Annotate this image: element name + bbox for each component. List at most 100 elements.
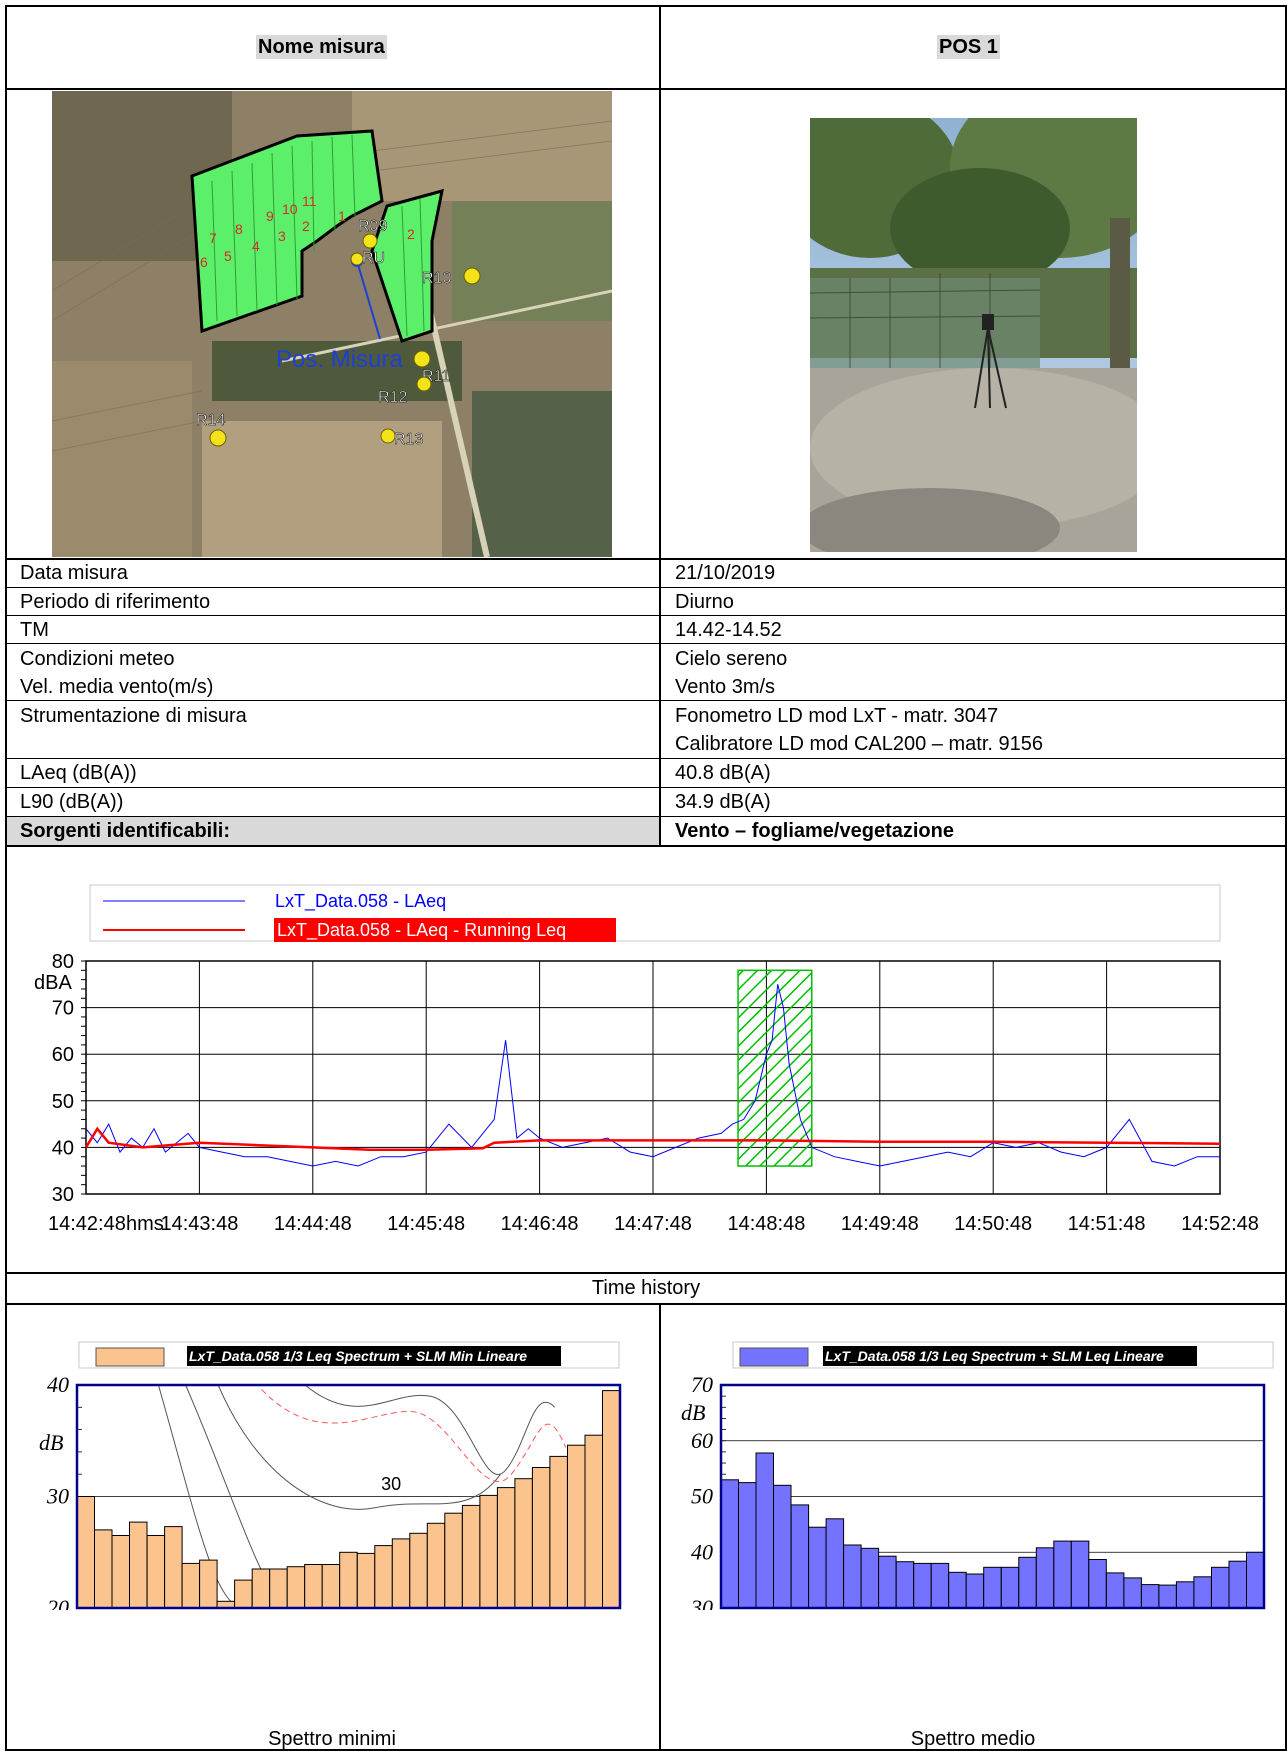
spectrum-bar [1228, 1560, 1247, 1609]
spectrum-bar [409, 1532, 428, 1609]
spectrum-bar [843, 1544, 862, 1609]
spectrum-bar [1000, 1566, 1020, 1609]
spectrum-bar [773, 1484, 792, 1609]
contour-line [304, 1384, 556, 1475]
row-value: Calibratore LD mod CAL200 – matr. 9156 [675, 733, 1043, 755]
row-label: Sorgenti identificabili: [20, 820, 231, 842]
spectrum-bar [129, 1521, 148, 1609]
pos-label: Pos. Misura [276, 346, 403, 373]
x-tick-label: 14:45:48 [387, 1213, 465, 1235]
y-tick-label: 40 [691, 1539, 713, 1564]
spectrum-bar [391, 1538, 411, 1609]
spectrum-bar [860, 1547, 880, 1609]
spectrum-bar [1193, 1576, 1212, 1609]
spectrum-bar [304, 1564, 323, 1609]
field-number: 10 [282, 201, 298, 217]
y-tick-label: 20 [47, 1595, 69, 1610]
spectrum-bar [790, 1504, 810, 1609]
row-label: Condizioni meteo [20, 648, 175, 670]
spectrum-bar [374, 1545, 393, 1609]
contour-line [261, 1389, 567, 1483]
y-tick-label: 60 [52, 1044, 74, 1066]
spectrum-bar [1175, 1581, 1195, 1609]
header-pos: POS 1 [937, 35, 1000, 59]
caption-time-history: Time history [591, 1277, 701, 1299]
spectrum-bar [1105, 1572, 1125, 1609]
spectrum-bar [286, 1566, 306, 1609]
field-number: 2 [302, 218, 310, 234]
spectrum-bar [1018, 1556, 1037, 1609]
header-nome-misura: Nome misura [256, 35, 387, 59]
plot-frame [719, 1383, 1266, 1610]
x-tick-label: 14:46:48 [501, 1213, 579, 1235]
divider [5, 558, 1287, 560]
field-number: 3 [278, 228, 286, 244]
pin-icon [209, 429, 227, 447]
row-label: Strumentazione di misura [20, 705, 247, 727]
x-tick-label: hms [126, 1213, 164, 1235]
pin-label: R13 [394, 431, 423, 448]
spettro-medio-chart: LxT_Data.058 1/3 Leq Spectrum + SLM Leq … [681, 1341, 1274, 1610]
spectrum-bar [496, 1487, 516, 1609]
pin-label: R14 [196, 412, 225, 429]
spectrum-bar [181, 1562, 201, 1609]
divider [5, 700, 1287, 701]
row-value: Fonometro LD mod LxT - matr. 3047 [675, 705, 999, 727]
spectrum-bar [531, 1467, 551, 1609]
spectrum-bar [755, 1452, 774, 1609]
caption-spettro-minimi: Spettro minimi [268, 1728, 396, 1750]
legend-running: LxT_Data.058 - LAeq - Running Leq [277, 920, 566, 941]
row-value: Vento 3m/s [675, 676, 776, 698]
field-number: 11 [302, 193, 317, 209]
x-tick-label: 14:51:48 [1068, 1213, 1146, 1235]
pin-label: R12 [378, 389, 407, 406]
y-tick-label: 30 [46, 1484, 69, 1509]
divider [5, 88, 1287, 90]
legend-laeq: LxT_Data.058 - LAeq [275, 891, 446, 912]
row-label: LAeq (dB(A)) [20, 762, 137, 784]
spettro-minimi-chart: LxT_Data.058 1/3 Leq Spectrum + SLM Min … [39, 1341, 622, 1610]
contour-label: 30 [381, 1474, 401, 1494]
x-tick-label: 14:49:48 [841, 1213, 919, 1235]
highlight-row-bg [7, 817, 659, 845]
spectrum-bar [930, 1562, 950, 1609]
y-tick-label: 60 [691, 1428, 713, 1453]
row-value: 34.9 dB(A) [675, 791, 771, 813]
spectrum-bar [479, 1494, 498, 1609]
caption-spettro-medio: Spettro medio [910, 1728, 1036, 1750]
row-label: Data misura [20, 562, 128, 584]
divider [5, 1272, 1287, 1274]
spectrum-bar [602, 1390, 621, 1609]
spectrum-bar [965, 1573, 985, 1609]
spectrum-bar [983, 1566, 1002, 1609]
spectrum-bar [1123, 1577, 1142, 1609]
field-number: 4 [252, 238, 260, 254]
y-tick-label: 50 [691, 1484, 713, 1509]
row-value: 40.8 dB(A) [675, 762, 771, 784]
row-value: Vento – fogliame/vegetazione [675, 820, 954, 842]
spectrum-bar [895, 1561, 915, 1609]
divider [5, 1749, 1287, 1751]
divider [5, 1303, 1287, 1305]
field-number: 1 [338, 208, 346, 224]
spectrum-bar [1140, 1584, 1160, 1609]
y-tick-label: 40 [52, 1137, 74, 1159]
x-tick-label: 14:50:48 [954, 1213, 1032, 1235]
spectrum-bar [164, 1526, 183, 1609]
row-value: Cielo sereno [675, 648, 788, 670]
legend-swatch [95, 1347, 165, 1367]
highlight-region [737, 969, 813, 1167]
spectrum-bar [1246, 1551, 1265, 1609]
spectrum-bar [356, 1552, 376, 1609]
spectrum-bar [269, 1568, 288, 1609]
row-label: L90 (dB(A)) [20, 791, 124, 813]
plot-frame [85, 960, 1221, 1195]
x-tick-label: 14:42:48 [48, 1213, 126, 1235]
y-axis-label: dB [39, 1430, 63, 1455]
x-tick-label: 14:52:48 [1181, 1213, 1259, 1235]
pin-icon [350, 252, 364, 266]
spectrum-bar [913, 1562, 932, 1609]
time-history-chart: LxT_Data.058 - LAeq LxT_Data.058 - LAeq … [34, 884, 1259, 1235]
field-number: 8 [235, 221, 243, 237]
spectrum-bar [321, 1564, 341, 1609]
